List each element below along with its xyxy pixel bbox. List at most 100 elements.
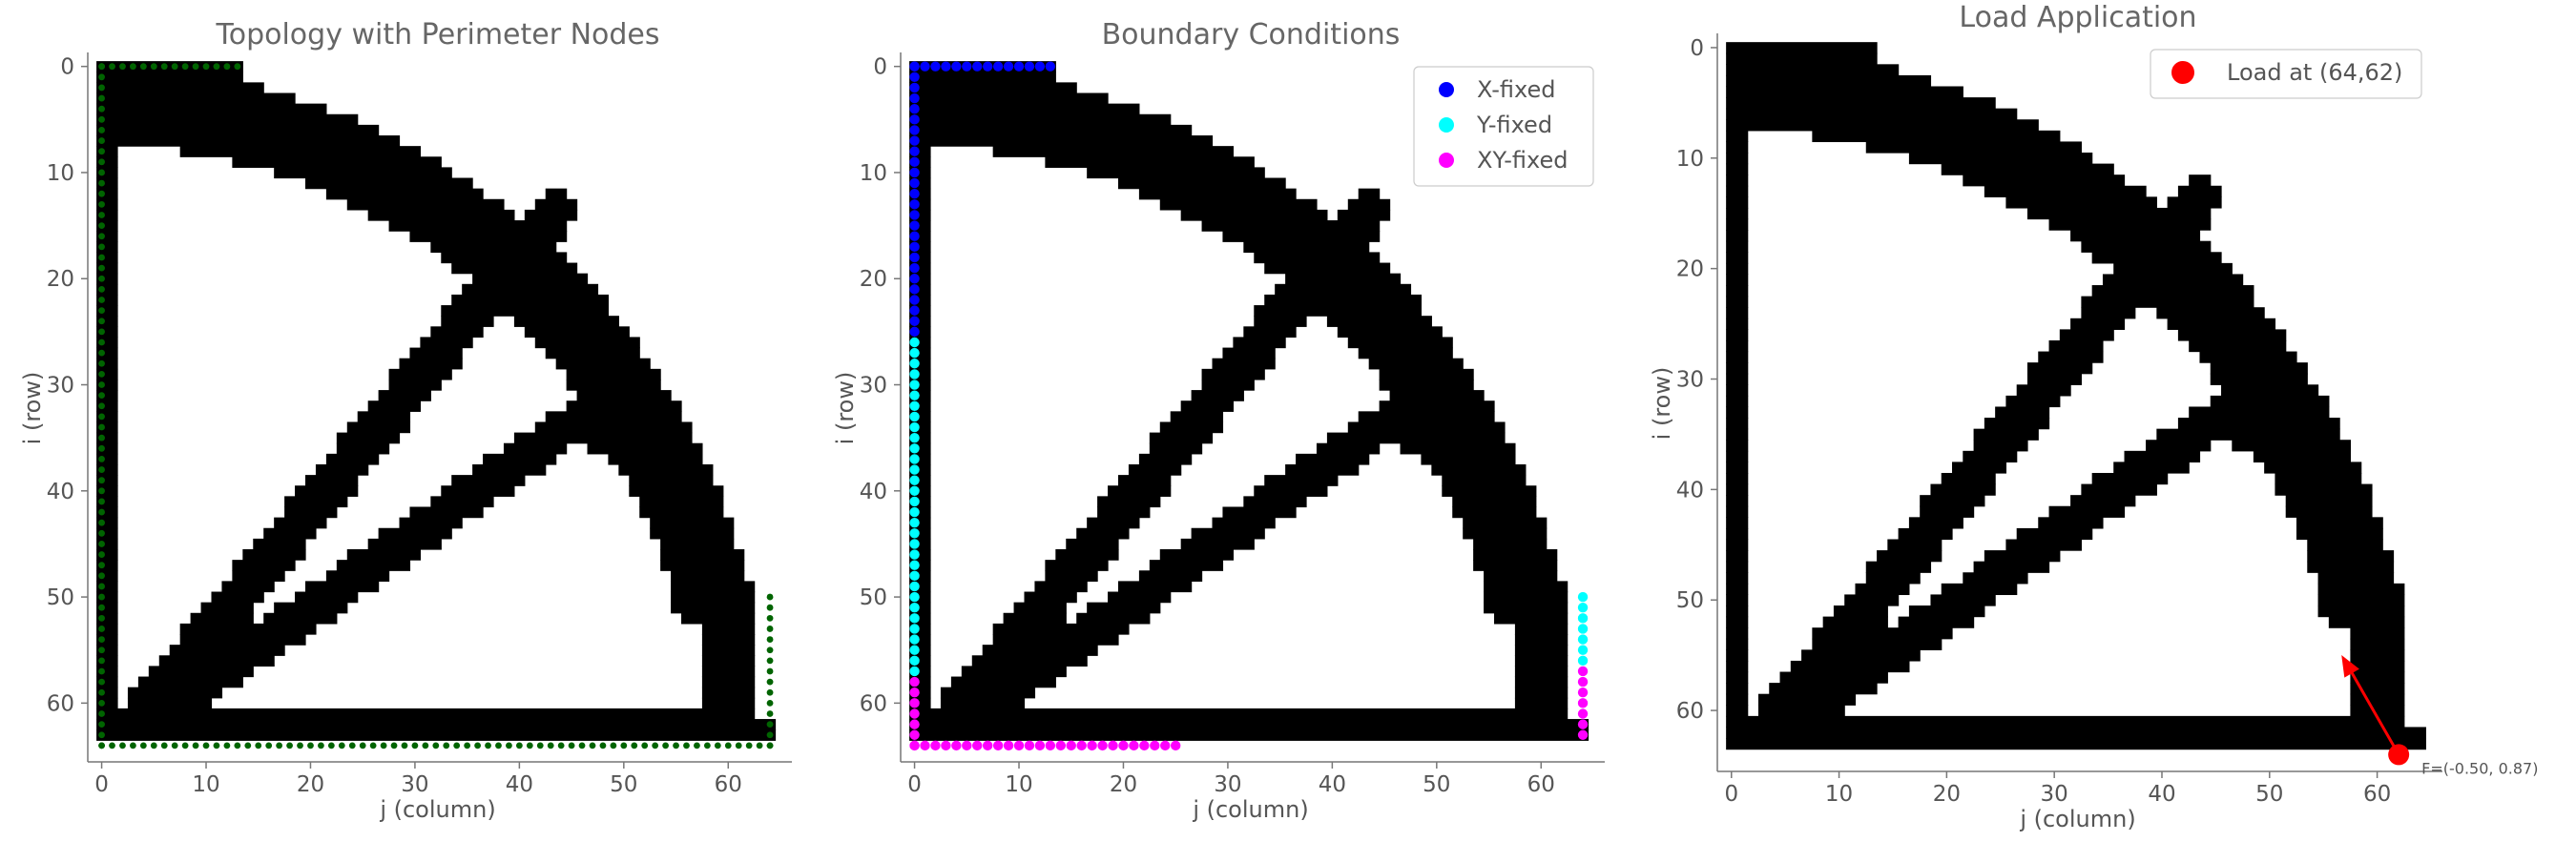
x-fixed-node <box>1003 61 1014 72</box>
y-tick-label: 20 <box>47 267 74 292</box>
topology-cell <box>2317 572 2395 585</box>
topology-cell <box>1484 570 1558 582</box>
perimeter-node <box>631 742 638 749</box>
xy-fixed-node <box>1577 688 1589 698</box>
topology-cell <box>284 496 348 508</box>
x-tick-label: 40 <box>2148 782 2175 807</box>
topology-cell <box>992 146 1234 157</box>
x-fixed-node <box>909 156 920 168</box>
perimeter-node <box>181 742 189 749</box>
perimeter-node <box>98 721 105 729</box>
topology-cell <box>1726 339 1749 353</box>
topology-cell <box>1296 453 1370 465</box>
topology-cell <box>1844 594 1900 606</box>
topology-cell <box>1726 561 1749 573</box>
topology-cell <box>909 549 931 561</box>
perimeter-node <box>276 742 283 749</box>
xy-fixed-node <box>1087 740 1097 751</box>
perimeter-node <box>244 742 252 749</box>
perimeter-node <box>98 657 105 665</box>
legend: X-fixed Y-fixed XY-fixed <box>1413 66 1594 187</box>
x-tick-label: 50 <box>2255 782 2283 807</box>
perimeter-node <box>662 742 669 749</box>
perimeter-node <box>181 63 189 71</box>
topology-cell <box>524 326 630 339</box>
topology-cell <box>1726 395 1749 408</box>
x-fixed-node <box>941 61 951 72</box>
topology-cell <box>639 506 724 519</box>
topology-cell <box>909 167 931 179</box>
topology-cell <box>2026 207 2212 220</box>
topology-cell <box>96 252 118 264</box>
topology-cell <box>96 72 243 83</box>
y-tick-label: 10 <box>1676 147 1704 172</box>
x-tick-label: 10 <box>192 772 219 797</box>
topology-cell <box>96 538 118 550</box>
topology-cell <box>127 697 213 709</box>
topology-cell <box>451 294 610 306</box>
perimeter-node <box>495 742 502 749</box>
topology-cell <box>555 358 651 370</box>
x-tick-label: 30 <box>1214 772 1241 797</box>
topology-cell <box>263 527 317 540</box>
topology-cell <box>2081 307 2136 319</box>
topology-cell <box>305 581 380 593</box>
x-fixed-node <box>920 61 930 72</box>
y-fixed-node <box>909 421 920 433</box>
perimeter-node <box>119 63 126 71</box>
topology-cell <box>1726 693 1749 706</box>
topology-cell <box>1149 432 1214 444</box>
y-fixed-node <box>909 528 920 539</box>
perimeter-node <box>98 487 105 495</box>
topology-cell <box>96 591 118 604</box>
topology-cell <box>909 82 1077 94</box>
topology-cell <box>399 517 463 529</box>
y-axis-label: i (row) <box>832 372 859 445</box>
topology-cell <box>1726 108 2018 120</box>
x-axis-label: j (column) <box>2019 806 2135 832</box>
x-fixed-node <box>1013 61 1025 72</box>
topology-cell <box>1726 196 1749 209</box>
perimeter-node <box>485 742 491 749</box>
topology-cell <box>1201 379 1255 391</box>
topology-cell <box>909 358 931 370</box>
topology-cell <box>1726 86 1963 98</box>
y-tick-label: 20 <box>1676 257 1704 282</box>
perimeter-node <box>98 646 105 654</box>
topology-cell <box>96 198 118 211</box>
topology-cell <box>96 167 118 179</box>
topology-cell <box>1779 671 1888 684</box>
y-fixed-node <box>909 634 920 645</box>
topology-cell <box>1726 329 1749 341</box>
topology-cell <box>2070 230 2201 242</box>
topology-cell <box>1726 52 1878 65</box>
perimeter-node <box>766 626 774 632</box>
topology-cell <box>909 496 931 508</box>
xy-fixed-node <box>1055 740 1067 751</box>
topology-cell <box>1180 538 1255 550</box>
perimeter-node <box>610 742 617 749</box>
topology-cell <box>909 92 1109 105</box>
topology-cell <box>909 198 931 211</box>
topology-cell <box>1013 602 1067 614</box>
topology-cell <box>96 231 118 242</box>
topology-cell <box>472 273 589 285</box>
topology-cell <box>1757 693 1857 706</box>
perimeter-node <box>536 742 544 749</box>
topology-cell <box>1222 347 1276 359</box>
topology-cell <box>1726 230 1749 242</box>
y-fixed-node <box>909 464 920 475</box>
topology-cell <box>940 697 1026 709</box>
topology-cell <box>2016 384 2071 397</box>
perimeter-node <box>432 742 440 749</box>
topology-cell <box>1108 591 1172 604</box>
topology-cell <box>545 347 640 359</box>
topology-cell <box>409 231 568 242</box>
topology-cell <box>96 623 118 635</box>
topology-cell <box>1514 697 1568 709</box>
topology-cell <box>1149 442 1203 455</box>
topology-cell <box>909 337 931 349</box>
y-fixed-node <box>1577 613 1589 624</box>
topology-cell <box>1908 605 1985 618</box>
perimeter-node <box>98 370 105 378</box>
